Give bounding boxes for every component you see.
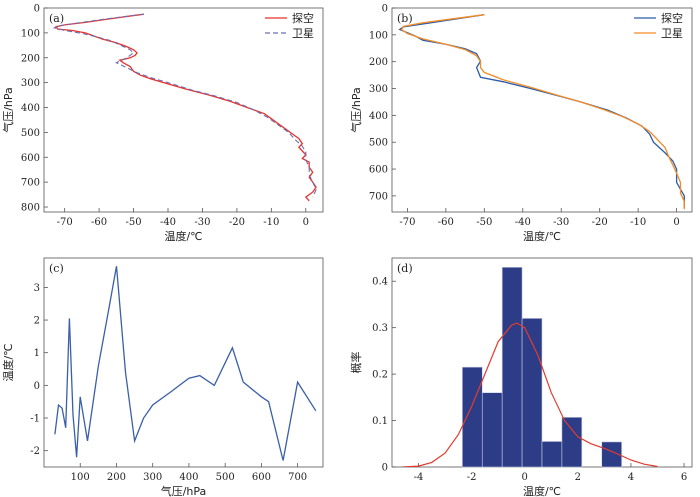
x-tick-label: 100 <box>71 472 90 483</box>
y-tick-label: 600 <box>369 165 388 176</box>
plot-frame <box>43 7 324 213</box>
x-tick-label: -70 <box>399 217 415 228</box>
x-axis-label: 温度/℃ <box>523 484 561 497</box>
y-axis-label: 概率 <box>349 352 363 374</box>
plot-frame <box>391 7 693 213</box>
legend-label: 卫星 <box>661 27 683 40</box>
x-tick-label: 700 <box>288 472 307 483</box>
y-tick-label: 100 <box>369 30 388 41</box>
x-tick-label: -10 <box>630 217 646 228</box>
y-tick-label: 700 <box>21 178 40 189</box>
x-tick-label: -70 <box>57 217 73 228</box>
y-tick-label: 0 <box>382 4 388 15</box>
x-tick-label: -60 <box>91 217 107 228</box>
histogram-bar <box>561 417 583 468</box>
x-tick-label: -10 <box>263 217 279 228</box>
density-curve <box>402 322 658 467</box>
legend-label: 探空 <box>292 11 314 25</box>
panel-label: (c) <box>49 262 64 275</box>
y-tick-label: 500 <box>21 128 40 139</box>
y-tick-label: 300 <box>369 84 388 95</box>
x-tick-label: 600 <box>252 472 271 483</box>
x-tick-label: 4 <box>628 472 634 483</box>
y-tick-label: 300 <box>21 78 40 89</box>
x-tick-label: -50 <box>476 217 492 228</box>
panel-4: -4 -2 0 2 4 6 0 0.1 0.2 0.3 0.4 温度/℃ 概率 (d) <box>349 257 693 497</box>
y-tick-label: 0 <box>382 463 388 474</box>
x-tick-label: -40 <box>160 217 176 228</box>
x-axis-label: 温度/℃ <box>523 229 561 243</box>
histogram-bar <box>601 441 622 468</box>
x-tick-label: 500 <box>216 472 235 483</box>
y-tick-label: 0.3 <box>372 323 388 334</box>
legend-label: 卫星 <box>292 27 314 40</box>
plot-frame <box>43 257 324 468</box>
histogram-bar <box>541 441 563 468</box>
series-line-2 <box>400 14 685 210</box>
y-tick-label: 100 <box>21 28 40 39</box>
histogram-bar <box>501 266 523 468</box>
legend-label: 探空 <box>661 11 683 25</box>
y-tick-label: -2 <box>30 446 40 457</box>
histogram-bar <box>521 318 543 468</box>
y-tick-label: 800 <box>21 203 40 214</box>
y-tick-label: 0.4 <box>372 277 388 288</box>
series-line-1 <box>54 13 317 202</box>
x-tick-label: -2 <box>467 472 477 483</box>
x-tick-label: 300 <box>143 472 162 483</box>
y-tick-label: -1 <box>30 414 40 425</box>
x-tick-label: 6 <box>681 472 687 483</box>
x-tick-label: 0 <box>673 217 679 228</box>
y-tick-label: 0 <box>34 4 40 15</box>
y-axis-label: 气压/hPa <box>349 87 363 133</box>
x-tick-label: -20 <box>592 217 608 228</box>
y-tick-label: 3 <box>34 283 40 294</box>
histogram-bar <box>481 392 503 468</box>
x-tick-label: 0 <box>522 472 528 483</box>
y-tick-label: 400 <box>369 111 388 122</box>
y-tick-label: 2 <box>34 316 40 327</box>
y-tick-label: 200 <box>21 53 40 64</box>
x-tick-label: -50 <box>126 217 142 228</box>
y-tick-label: 200 <box>369 57 388 68</box>
y-tick-label: 700 <box>369 191 388 202</box>
y-axis-label: 气压/hPa <box>1 87 15 133</box>
x-tick-label: -30 <box>553 217 569 228</box>
y-tick-label: 600 <box>21 153 40 164</box>
panel-1: -70 -60 -50 -40 -30 -20 -10 0 0 100 200 300 400 500 60… <box>1 4 324 243</box>
x-tick-label: 200 <box>107 472 126 483</box>
y-tick-label: 0.1 <box>372 416 388 427</box>
y-tick-label: 0 <box>34 381 40 392</box>
x-tick-label: -4 <box>414 472 424 483</box>
y-tick-label: 1 <box>34 348 40 359</box>
panel-2: -70 -60 -50 -40 -30 -20 -10 0 0 100 200 300 400 500 60… <box>349 4 693 243</box>
y-tick-label: 500 <box>369 138 388 149</box>
x-tick-label: 400 <box>179 472 198 483</box>
panel-label: (d) <box>397 262 413 275</box>
y-tick-label: 400 <box>21 103 40 114</box>
x-axis-label: 气压/hPa <box>161 484 207 497</box>
histogram-bar <box>462 366 483 468</box>
panel-label: (a) <box>49 12 64 25</box>
x-tick-label: 2 <box>575 472 581 483</box>
y-axis-label: 温度/℃ <box>1 343 15 381</box>
x-tick-label: -20 <box>229 217 245 228</box>
x-tick-label: -40 <box>515 217 531 228</box>
x-tick-label: 0 <box>303 217 309 228</box>
x-tick-label: -30 <box>194 217 210 228</box>
x-axis-label: 温度/℃ <box>164 229 202 243</box>
panel-label: (b) <box>397 12 413 25</box>
series-line-1 <box>54 266 317 461</box>
panel-3: 100 200 300 400 500 600 700 -2 -1 0 1 2 3 气压/hPa 温度/℃ (… <box>1 257 324 497</box>
x-tick-label: -60 <box>438 217 454 228</box>
y-tick-label: 0.2 <box>372 370 388 381</box>
series-line-2 <box>52 13 317 198</box>
